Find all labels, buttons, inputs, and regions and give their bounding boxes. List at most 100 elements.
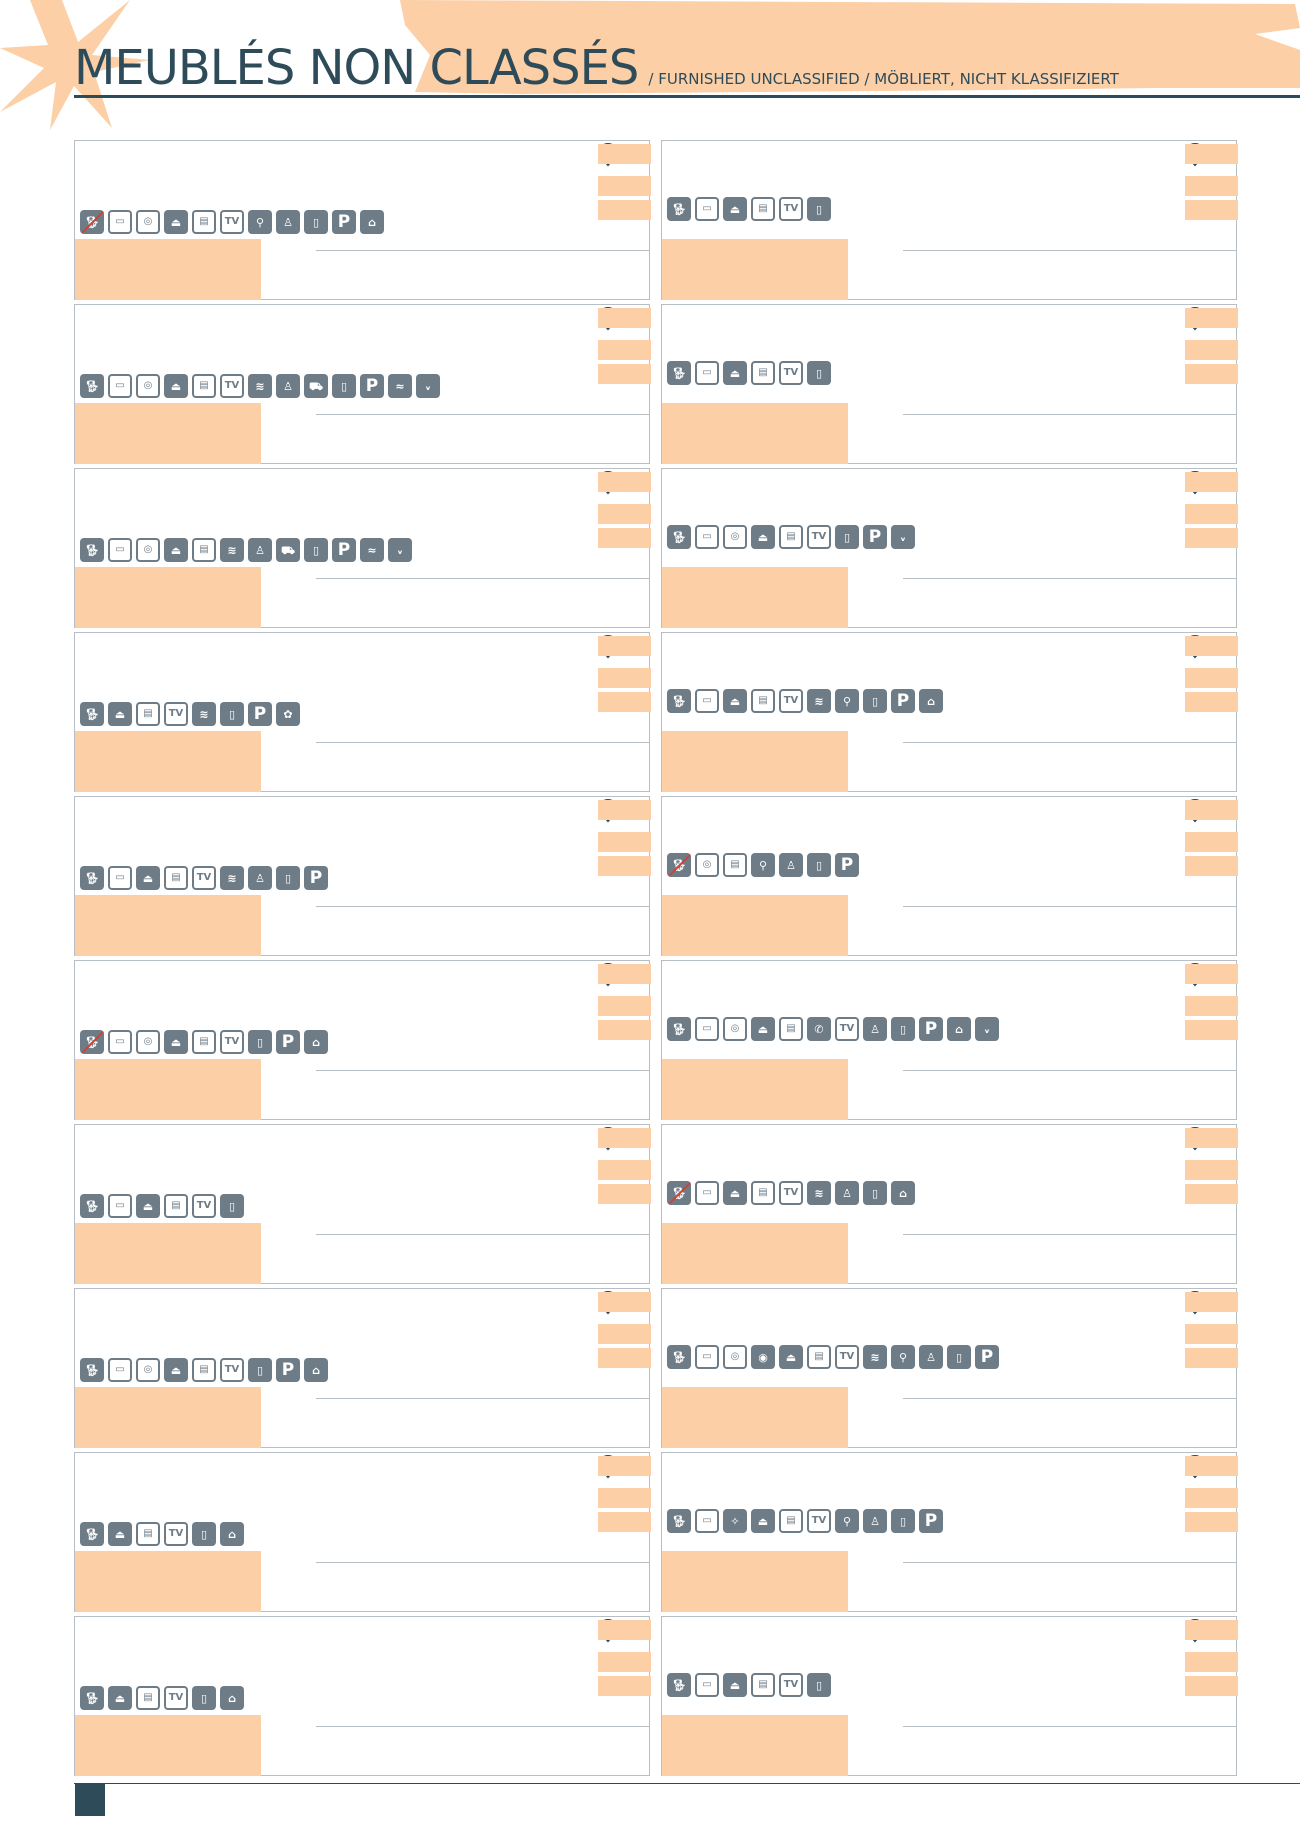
info-tag-3 [1185,1348,1238,1368]
pets-icon: 🐕︎ [667,1509,691,1533]
page-subtitle: / FURNISHED UNCLASSIFIED / MÖBLIERT, NIC… [648,70,1119,88]
listing-card[interactable]: 🐕︎ ▭ ◎ ⏏ ▤ ✆ TV ♙ ▯ P ⌂ ᵥ [661,960,1238,1120]
dishwasher-icon: ▤ [751,1673,775,1697]
info-tag-3 [1185,200,1238,220]
children-icon: ♙ [919,1345,943,1369]
cards-icon: ▯ [304,538,328,562]
listing-photo-placeholder [75,1059,261,1120]
listing-card[interactable]: 🐕︎ ⏏ ▤ TV ▯ ⌂ [74,1452,651,1612]
listing-divider [316,906,649,907]
dishwasher-icon: ▤ [723,853,747,877]
wifi-icon: ≋ [220,866,244,890]
cards-icon: ▯ [807,197,831,221]
listing-photo-placeholder [75,731,261,792]
listing-divider [903,414,1236,415]
parking-icon: P [891,689,915,713]
washing-machine-icon: ◉ [751,1345,775,1369]
listing-card[interactable]: 🐕︎ ▭ ◎ ⏏ ▤ TV ⚲ ♙ ▯ P ⌂ [74,140,651,300]
dishwasher-icon: ▤ [192,1030,216,1054]
microwave-icon: ▭ [108,210,132,234]
amenity-icons: 🐕︎ ⏏ ▤ TV ▯ ⌂ [80,1522,244,1546]
listing-card[interactable]: 🐕︎ ▭ ✧ ⏏ ▤ TV ⚲ ♙ ▯ P [661,1452,1238,1612]
dishwasher-icon: ▤ [751,689,775,713]
info-tag-3 [1185,1020,1238,1040]
dishwasher-icon: ▤ [164,866,188,890]
cards-icon: ▯ [863,689,887,713]
info-tag-3 [598,1512,651,1532]
info-tag-3 [598,856,651,876]
listing-card[interactable]: 🐕︎ ▭ ◎ ⏏ ▤ TV ≋ ♙ ⛟ ▯ P ≈ ᵥ [74,304,651,464]
listing-card[interactable]: 🐕︎ ◎ ▤ ⚲ ♙ ▯ P [661,796,1238,956]
microwave-icon: ▭ [695,361,719,385]
parking-icon: P [248,702,272,726]
listing-divider [316,250,649,251]
amenity-icons: 🐕︎ ▭ ⏏ ▤ TV ≋ ⚲ ▯ P ⌂ [667,689,943,713]
listing-divider [316,742,649,743]
bike-icon: ⚲ [835,689,859,713]
listing-card[interactable]: 🐕︎ ▭ ◎ ⏏ ▤ TV ▯ P ⌂ [74,1288,651,1448]
oven-icon: ◎ [723,1017,747,1041]
info-tag-3 [1185,1676,1238,1696]
info-tag-2 [598,1160,651,1180]
info-tag-3 [1185,692,1238,712]
cards-icon: ▯ [276,866,300,890]
tv-icon: TV [835,1345,859,1369]
pets-icon: 🐕︎ [667,197,691,221]
listing-card[interactable]: 🐕︎ ▭ ⏏ ▤ TV ▯ [661,140,1238,300]
listing-photo-placeholder [662,895,848,956]
pets-icon: 🐕︎ [80,1686,104,1710]
listing-divider [316,1398,649,1399]
listing-card[interactable]: 🐕︎ ▭ ◎ ⏏ ▤ ≋ ♙ ⛟ ▯ P ≈ ᵥ [74,468,651,628]
dishwasher-icon: ▤ [779,1509,803,1533]
iron-icon: ⏏ [108,702,132,726]
iron-icon: ⏏ [751,525,775,549]
listing-card[interactable]: 🐕︎ ⏏ ▤ TV ▯ ⌂ [74,1616,651,1776]
garage-icon: ⛟ [304,374,328,398]
cards-icon: ▯ [220,1194,244,1218]
amenity-icons: 🐕︎ ▭ ⏏ ▤ TV ▯ [667,1673,831,1697]
cards-icon: ▯ [192,1686,216,1710]
info-tag-3 [1185,364,1238,384]
iron-icon: ⏏ [164,210,188,234]
iron-icon: ⏏ [723,1181,747,1205]
listing-divider [903,250,1236,251]
ancv-icon: ᵥ [975,1017,999,1041]
no-pets-icon: 🐕︎ [80,210,104,234]
info-tag-3 [598,692,651,712]
pets-icon: 🐕︎ [667,689,691,713]
listing-card[interactable]: 🐕︎ ▭ ◎ ◉ ⏏ ▤ TV ≋ ⚲ ♙ ▯ P [661,1288,1238,1448]
listing-card[interactable]: 🐕︎ ▭ ⏏ ▤ TV ▯ [74,1124,651,1284]
oven-icon: ◎ [136,1358,160,1382]
cards-icon: ▯ [891,1017,915,1041]
dishwasher-icon: ▤ [136,1522,160,1546]
terrace-icon: ⌂ [891,1181,915,1205]
listing-card[interactable]: 🐕︎ ▭ ◎ ⏏ ▤ TV ▯ P ⌂ [74,960,651,1120]
listing-card[interactable]: 🐕︎ ▭ ⏏ ▤ TV ▯ [661,304,1238,464]
listing-photo-placeholder [75,895,261,956]
wifi-icon: ≋ [807,1181,831,1205]
info-tag-1 [1185,144,1238,164]
listing-card[interactable]: 🐕︎ ▭ ⏏ ▤ TV ≋ ♙ ▯ P [74,796,651,956]
amenity-icons: 🐕︎ ▭ ◎ ⏏ ▤ ≋ ♙ ⛟ ▯ P ≈ ᵥ [80,538,412,562]
listing-card[interactable]: 🐕︎ ▭ ⏏ ▤ TV ▯ [661,1616,1238,1776]
cards-icon: ▯ [248,1030,272,1054]
garage-icon: ⛟ [276,538,300,562]
listing-card[interactable]: 🐕︎ ▭ ⏏ ▤ TV ≋ ♙ ▯ ⌂ [661,1124,1238,1284]
microwave-icon: ▭ [108,1358,132,1382]
pets-icon: 🐕︎ [667,1673,691,1697]
listing-divider [903,1234,1236,1235]
tv-icon: TV [220,210,244,234]
info-tag-3 [1185,1512,1238,1532]
listing-card[interactable]: 🐕︎ ⏏ ▤ TV ≋ ▯ P ✿ [74,632,651,792]
parking-icon: P [863,525,887,549]
page-number-block [75,1784,105,1816]
info-tag-1 [1185,1456,1238,1476]
listing-card[interactable]: 🐕︎ ▭ ⏏ ▤ TV ≋ ⚲ ▯ P ⌂ [661,632,1238,792]
bike-icon: ⚲ [835,1509,859,1533]
oven-icon: ◎ [136,538,160,562]
microwave-icon: ▭ [695,689,719,713]
info-tag-1 [1185,964,1238,984]
listing-divider [316,1234,649,1235]
listing-photo-placeholder [662,567,848,628]
